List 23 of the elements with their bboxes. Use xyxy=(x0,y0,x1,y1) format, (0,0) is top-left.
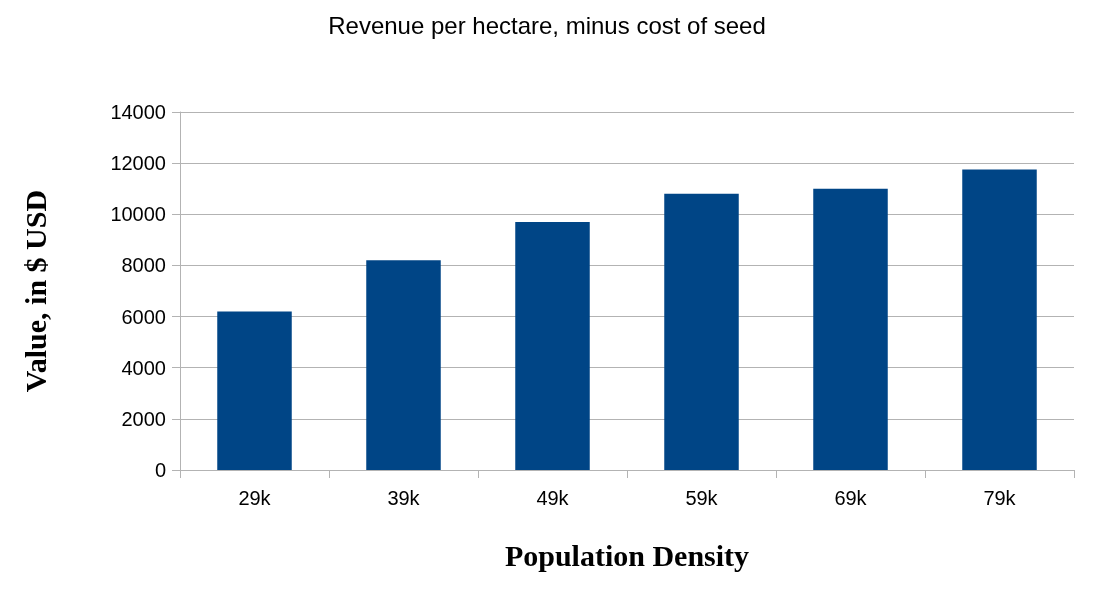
x-tick-label: 79k xyxy=(983,487,1017,509)
bar xyxy=(962,169,1037,470)
x-axis-title: Population Density xyxy=(504,538,750,572)
bar xyxy=(217,311,292,470)
y-tick-label: 8000 xyxy=(121,254,166,277)
y-tick-label: 6000 xyxy=(121,305,166,328)
x-tick-label: 59k xyxy=(685,487,719,509)
bar xyxy=(813,188,888,470)
x-tick-label: 39k xyxy=(387,487,421,509)
bar xyxy=(664,193,739,470)
y-tick-label: 12000 xyxy=(110,152,166,175)
bar xyxy=(515,221,590,470)
y-axis-title: Value, in $ USD xyxy=(18,189,52,393)
y-tick-label: 0 xyxy=(154,459,166,481)
chart-title: Revenue per hectare, minus cost of seed xyxy=(328,11,766,39)
y-tick-label: 4000 xyxy=(121,356,166,379)
y-tick-label: 10000 xyxy=(110,203,166,226)
bar xyxy=(366,260,441,470)
y-tick-label: 14000 xyxy=(110,101,166,123)
x-tick-label: 29k xyxy=(238,487,272,509)
y-tick-label: 2000 xyxy=(121,407,166,430)
x-tick-label: 49k xyxy=(536,487,570,509)
x-tick-label: 69k xyxy=(834,487,868,509)
